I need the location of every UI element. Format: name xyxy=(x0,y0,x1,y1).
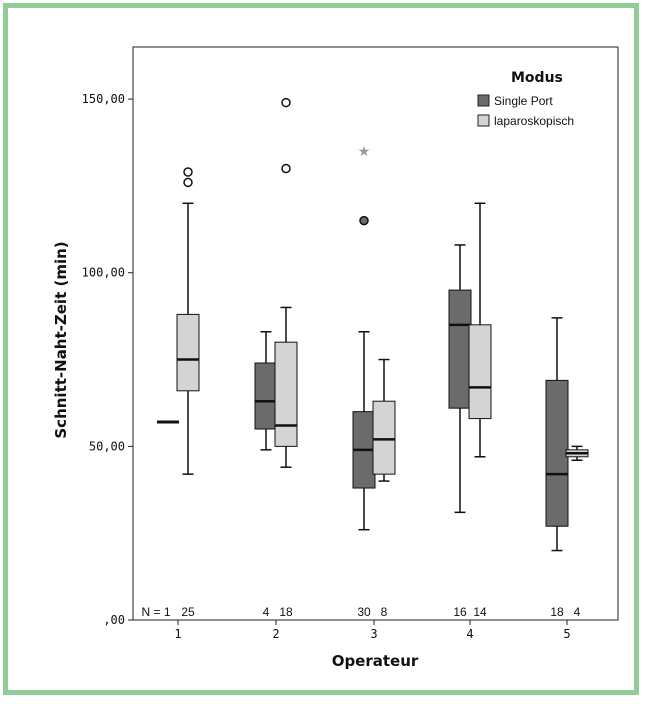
legend-label-laparoskopisch: laparoskopisch xyxy=(494,114,574,128)
outlier-point xyxy=(183,167,193,177)
box-groups: ★ xyxy=(157,97,589,552)
box-group: ★ xyxy=(352,143,376,531)
n-count-label: 18 xyxy=(279,605,293,619)
n-count-label: 18 xyxy=(550,605,564,619)
y-tick-label: ,00 xyxy=(103,613,125,627)
y-tick-label: 100,00 xyxy=(82,266,125,280)
n-count-label: 8 xyxy=(381,605,388,619)
x-tick-label: 1 xyxy=(174,627,181,641)
outlier-point xyxy=(183,177,193,188)
n-count-label: 16 xyxy=(453,605,467,619)
box-iqr xyxy=(545,379,569,527)
x-tick-label: 2 xyxy=(272,627,279,641)
box-group xyxy=(565,445,589,462)
y-axis-title: Schnitt-Naht-Zeit (min) xyxy=(52,241,70,438)
n-count-label: 4 xyxy=(263,605,270,619)
box-group xyxy=(468,202,492,458)
box-iqr xyxy=(372,400,396,475)
legend-swatch-laparoskopisch xyxy=(477,114,490,127)
box-iqr xyxy=(176,313,200,392)
outlier-point xyxy=(281,97,291,108)
n-count-label: 30 xyxy=(357,605,371,619)
x-tick-label: 3 xyxy=(370,627,377,641)
y-tick-label: 50,00 xyxy=(89,439,125,453)
n-count-label: 4 xyxy=(574,605,581,619)
legend-label-single-port: Single Port xyxy=(494,94,553,108)
y-tick-label: 150,00 xyxy=(82,92,125,106)
box-iqr xyxy=(448,289,472,409)
plot-area xyxy=(132,46,619,621)
box-group xyxy=(176,167,200,475)
box-group xyxy=(545,317,569,552)
n-count-label: N = 1 xyxy=(141,605,170,619)
x-axis-ticks: 1 2 3 4 5 xyxy=(174,620,571,641)
box-group xyxy=(372,358,396,482)
n-count-label: 25 xyxy=(181,605,195,619)
box-iqr xyxy=(254,362,278,430)
x-tick-label: 5 xyxy=(563,627,570,641)
box-group xyxy=(254,331,278,451)
n-labels: N = 1 4 30 16 18 25 18 8 14 4 xyxy=(141,605,580,619)
box-group xyxy=(448,244,472,514)
outlier-point xyxy=(281,163,291,174)
legend-title: Modus xyxy=(511,70,563,86)
extreme-point: ★ xyxy=(358,143,371,159)
legend: Modus Single Port laparoskopisch xyxy=(477,70,574,128)
legend-swatch-single-port xyxy=(477,94,490,107)
y-axis-ticks: ,00 50,00 100,00 150,00 xyxy=(82,92,133,627)
box-iqr xyxy=(274,341,298,447)
n-count-label: 14 xyxy=(473,605,487,619)
box-iqr xyxy=(468,324,492,420)
x-axis-title: Operateur xyxy=(332,652,419,670)
outlier-point xyxy=(359,215,369,226)
x-tick-label: 4 xyxy=(466,627,473,641)
box-group xyxy=(274,97,298,468)
